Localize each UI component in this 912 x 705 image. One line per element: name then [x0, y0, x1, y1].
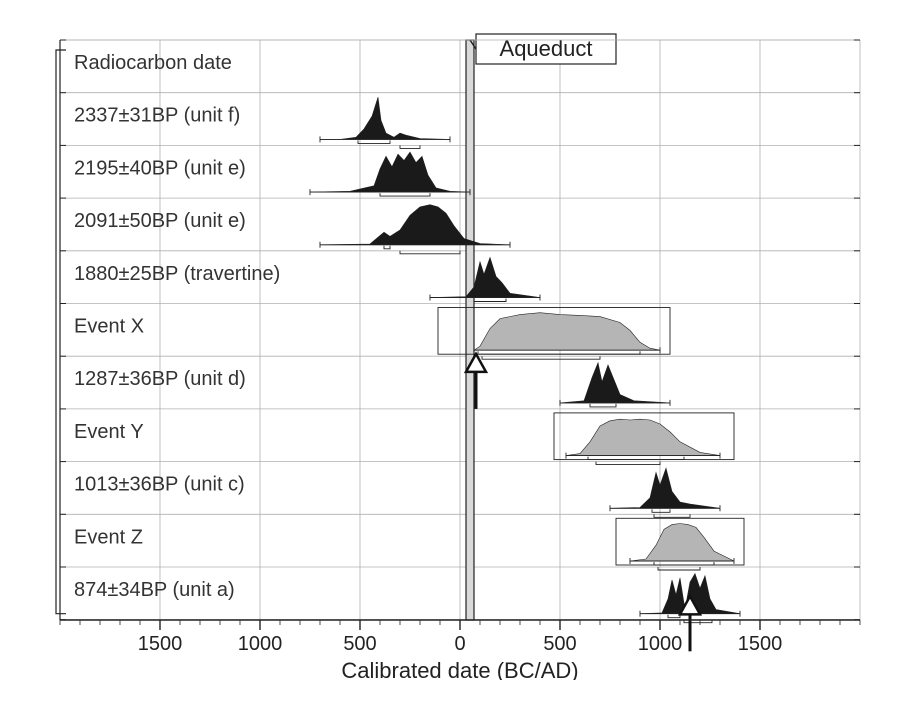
- radiocarbon-chart: AqueductRadiocarbon date2337±31BP (unit …: [20, 20, 892, 685]
- row-label: Event X: [74, 315, 144, 337]
- x-axis-label: Calibrated date (BC/AD): [341, 658, 578, 680]
- x-tick-label: 1500: [738, 633, 783, 655]
- row-label: 1013±36BP (unit c): [74, 474, 245, 496]
- row-label: Radiocarbon date: [74, 52, 232, 74]
- x-tick-label: 1000: [238, 633, 283, 655]
- x-tick-label: 1000: [638, 633, 683, 655]
- row-label: 1287±36BP (unit d): [74, 368, 246, 390]
- row-label: 2091±50BP (unit e): [74, 210, 246, 232]
- row-label: 2195±40BP (unit e): [74, 157, 246, 179]
- row-label: Event Z: [74, 526, 143, 548]
- row-label: 1880±25BP (travertine): [74, 263, 280, 285]
- chart-svg: AqueductRadiocarbon date2337±31BP (unit …: [20, 20, 890, 680]
- row-label: Event Y: [74, 421, 144, 443]
- row-label: 2337±31BP (unit f): [74, 105, 240, 127]
- x-tick-label: 500: [343, 633, 376, 655]
- x-tick-label: 1500: [138, 633, 183, 655]
- row-label: 874±34BP (unit a): [74, 579, 235, 601]
- x-tick-label: 0: [454, 633, 465, 655]
- x-tick-label: 500: [543, 633, 576, 655]
